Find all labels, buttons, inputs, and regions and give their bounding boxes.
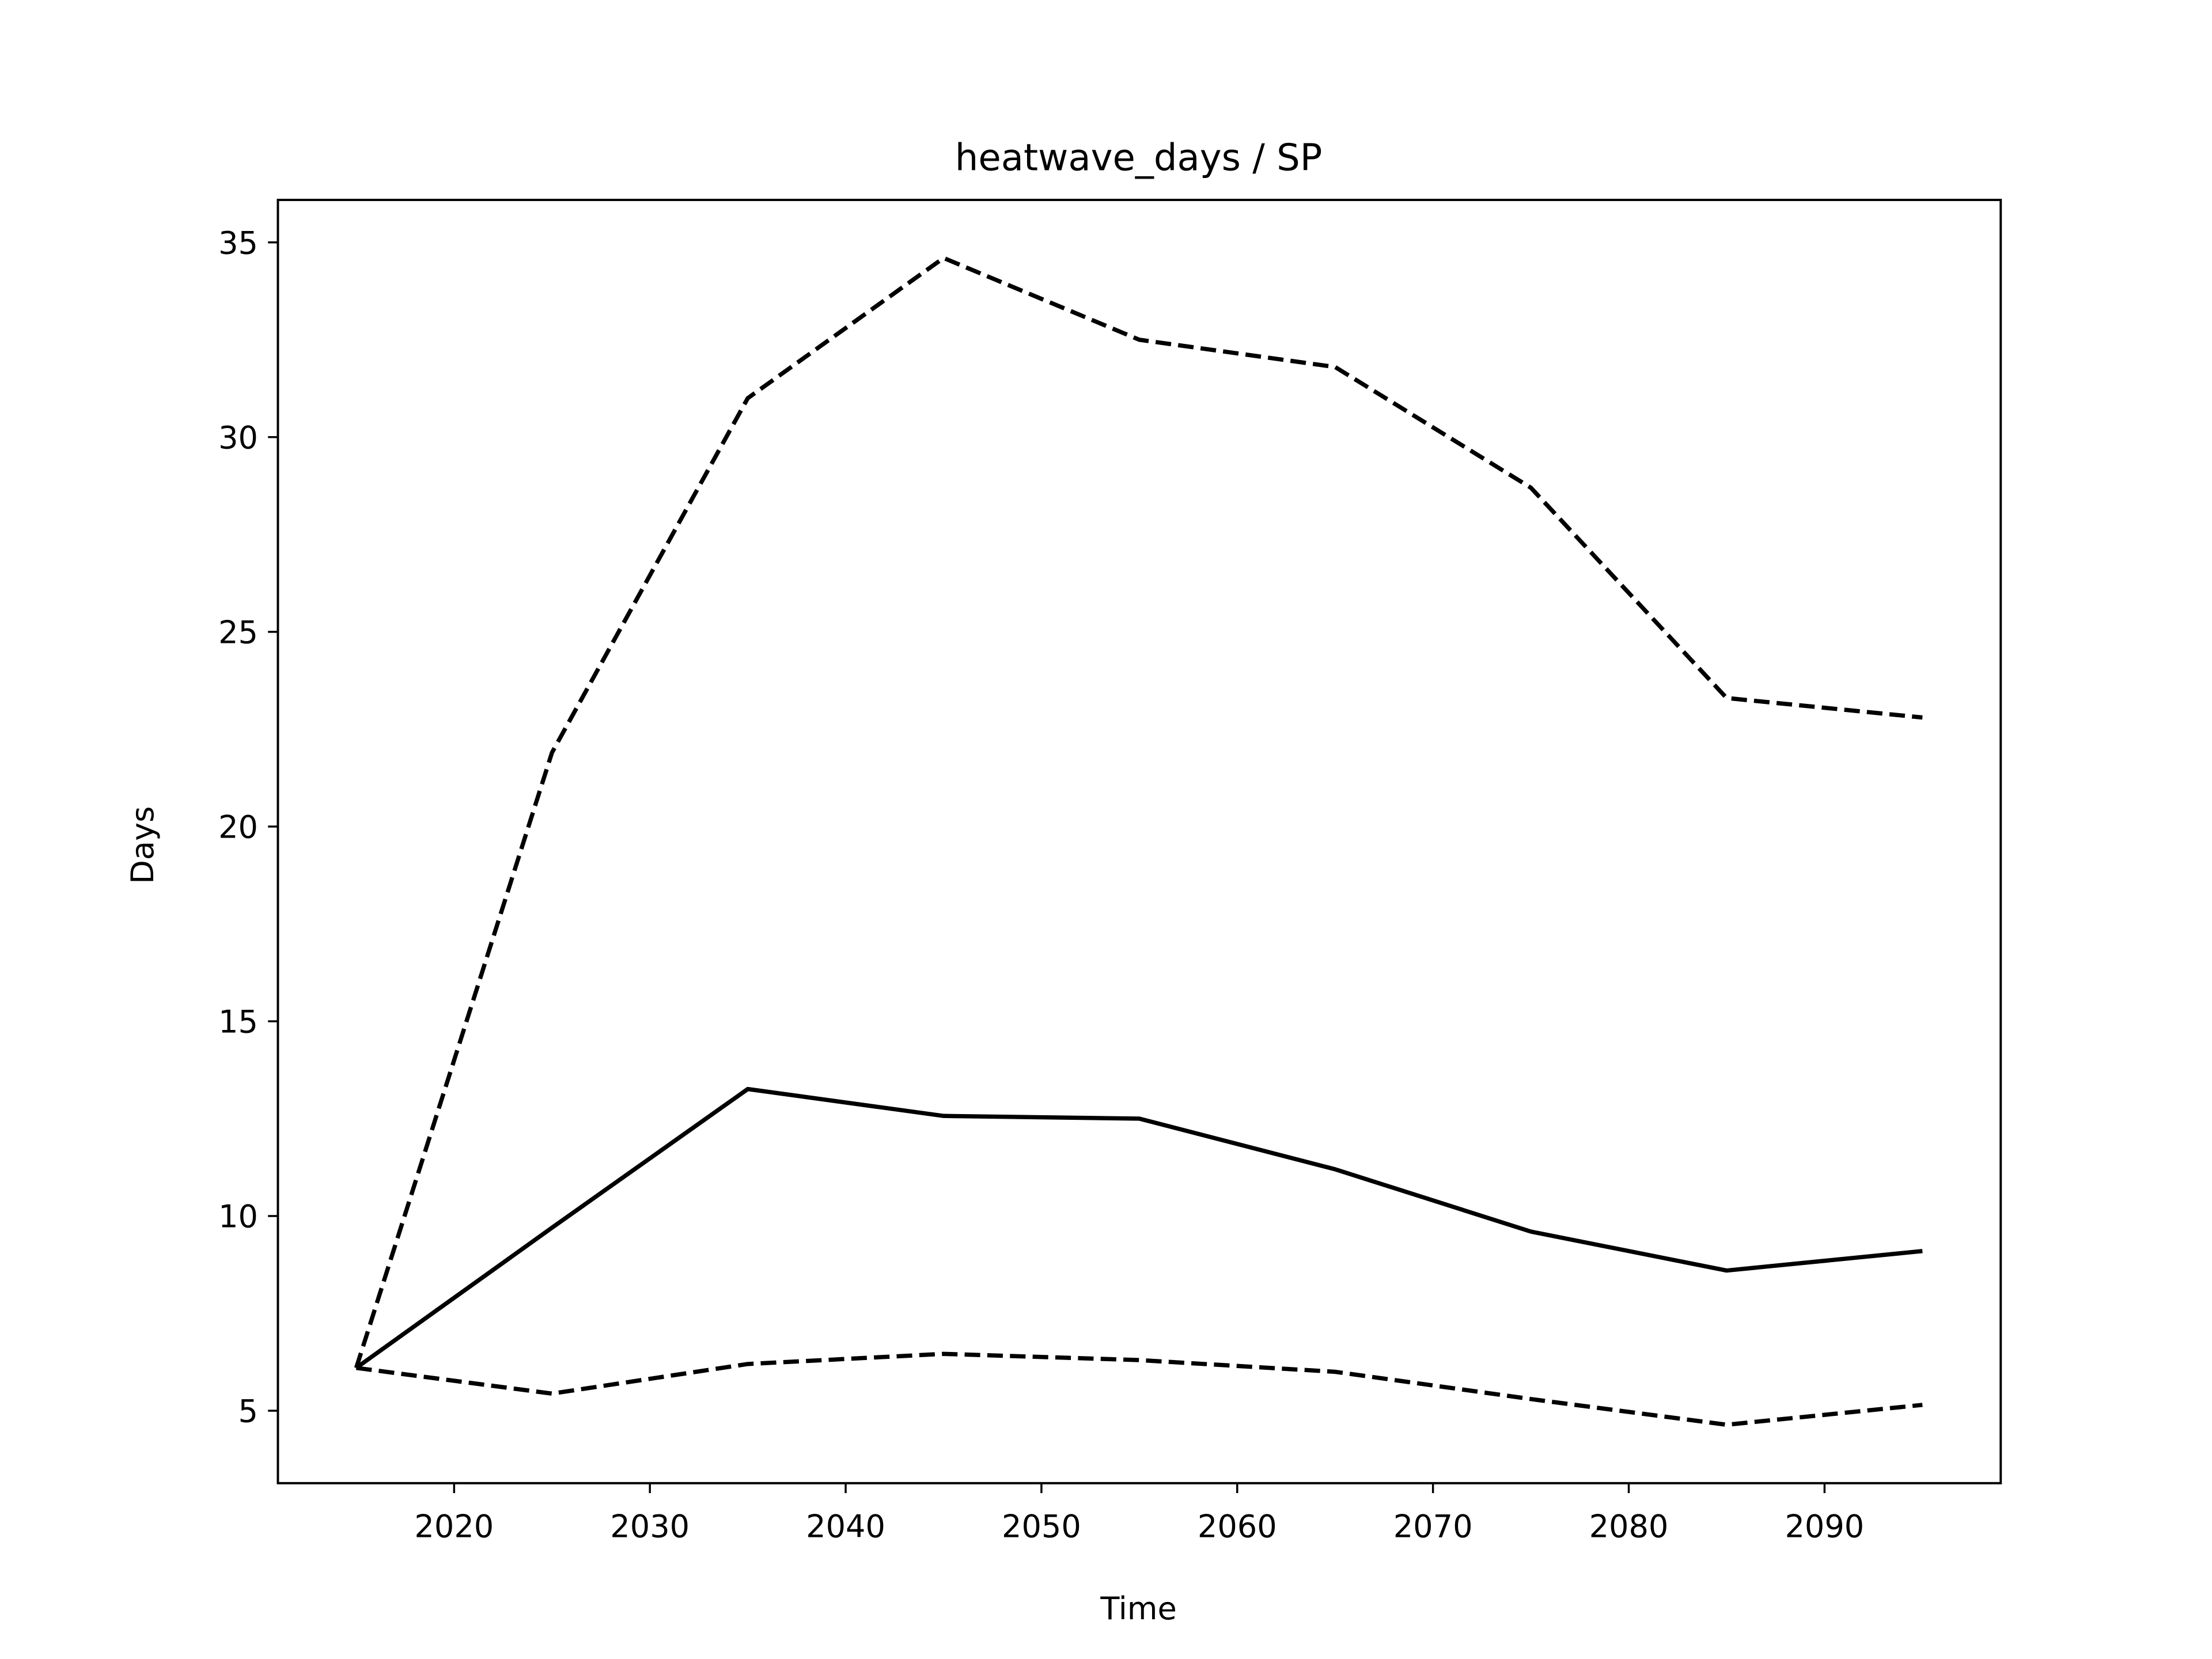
x-tick-label: 2030 <box>610 1508 690 1544</box>
y-tick-label: 30 <box>218 420 258 456</box>
y-ticks: 5 10 15 20 25 30 35 <box>218 225 278 1430</box>
x-tick-label: 2050 <box>1002 1508 1081 1544</box>
y-axis-label: Days <box>124 806 161 884</box>
x-ticks: 2020 2030 2040 2050 2060 2070 2080 2090 <box>414 1483 1864 1544</box>
x-tick-label: 2090 <box>1785 1508 1864 1544</box>
y-tick-label: 10 <box>218 1199 258 1235</box>
x-tick-label: 2040 <box>806 1508 885 1544</box>
y-tick-label: 25 <box>218 615 258 651</box>
x-tick-label: 2080 <box>1589 1508 1669 1544</box>
series-layer <box>354 256 1923 1427</box>
series-line-lower <box>355 1351 1923 1427</box>
x-axis-label: Time <box>1100 1590 1177 1627</box>
y-tick-label: 5 <box>238 1393 258 1430</box>
x-tick-label: 2070 <box>1393 1508 1473 1544</box>
y-tick-label: 35 <box>218 225 258 261</box>
y-tick-label: 15 <box>218 1004 258 1040</box>
x-tick-label: 2060 <box>1198 1508 1277 1544</box>
chart-title: heatwave_days / SP <box>955 137 1323 179</box>
x-tick-label: 2020 <box>414 1508 494 1544</box>
y-tick-label: 20 <box>218 809 258 846</box>
series-line-median <box>355 1086 1923 1370</box>
axes-frame <box>276 199 2002 1484</box>
